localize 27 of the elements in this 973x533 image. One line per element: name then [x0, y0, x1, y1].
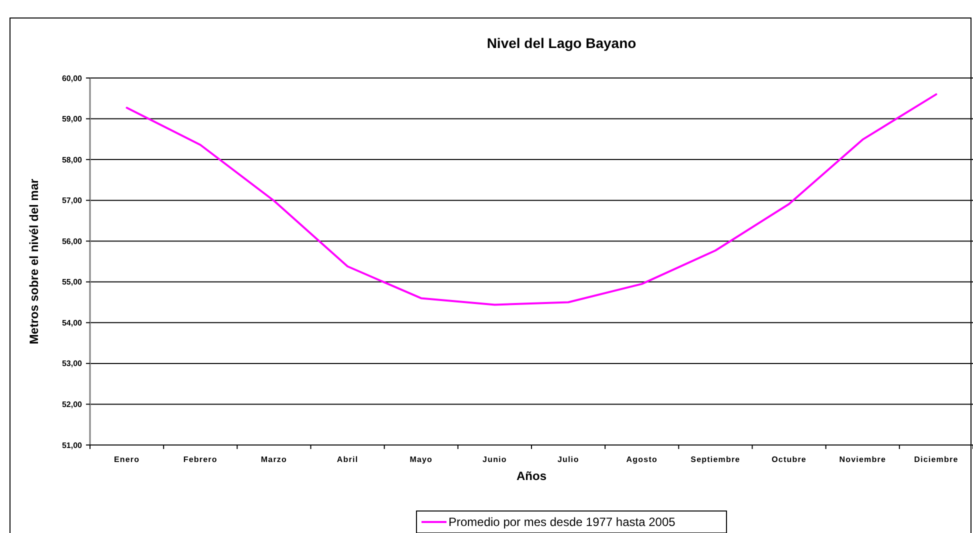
x-tick-label: Junio — [482, 455, 507, 464]
x-tick-label: Agosto — [626, 455, 658, 464]
x-tick-label: Septiembre — [690, 455, 740, 464]
y-tick-label: 52,00 — [62, 400, 83, 410]
x-axis-title: Años — [516, 469, 547, 483]
x-tick-label: Febrero — [183, 455, 218, 464]
y-tick-label: 57,00 — [62, 196, 83, 206]
x-tick-label: Octubre — [772, 455, 806, 464]
y-tick-label: 59,00 — [62, 114, 83, 124]
y-tick-label: 53,00 — [62, 359, 83, 368]
x-tick-label: Marzo — [260, 455, 288, 464]
y-tick-label: 56,00 — [62, 236, 83, 246]
y-tick-label: 51,00 — [62, 440, 83, 450]
chart-title: Nivel del Lago Bayano — [486, 35, 636, 51]
y-tick-label: 55,00 — [62, 278, 83, 287]
legend-label: Promedio por mes desde 1977 hasta 2005 — [448, 515, 676, 530]
x-tick-label: Enero — [114, 455, 140, 464]
y-tick-label: 60,00 — [62, 74, 83, 83]
y-tick-label: 58,00 — [62, 155, 83, 164]
x-tick-label: Mayo — [410, 455, 433, 464]
x-tick-label: Diciembre — [914, 455, 958, 464]
y-axis-title: Metros sobre el nivél del mar — [27, 178, 41, 344]
x-tick-label: Noviembre — [839, 455, 886, 464]
line-series — [126, 93, 938, 306]
x-tick-label: Abril — [336, 455, 358, 464]
y-tick-label: 54,00 — [62, 318, 83, 328]
x-tick-label: Julio — [557, 455, 580, 464]
